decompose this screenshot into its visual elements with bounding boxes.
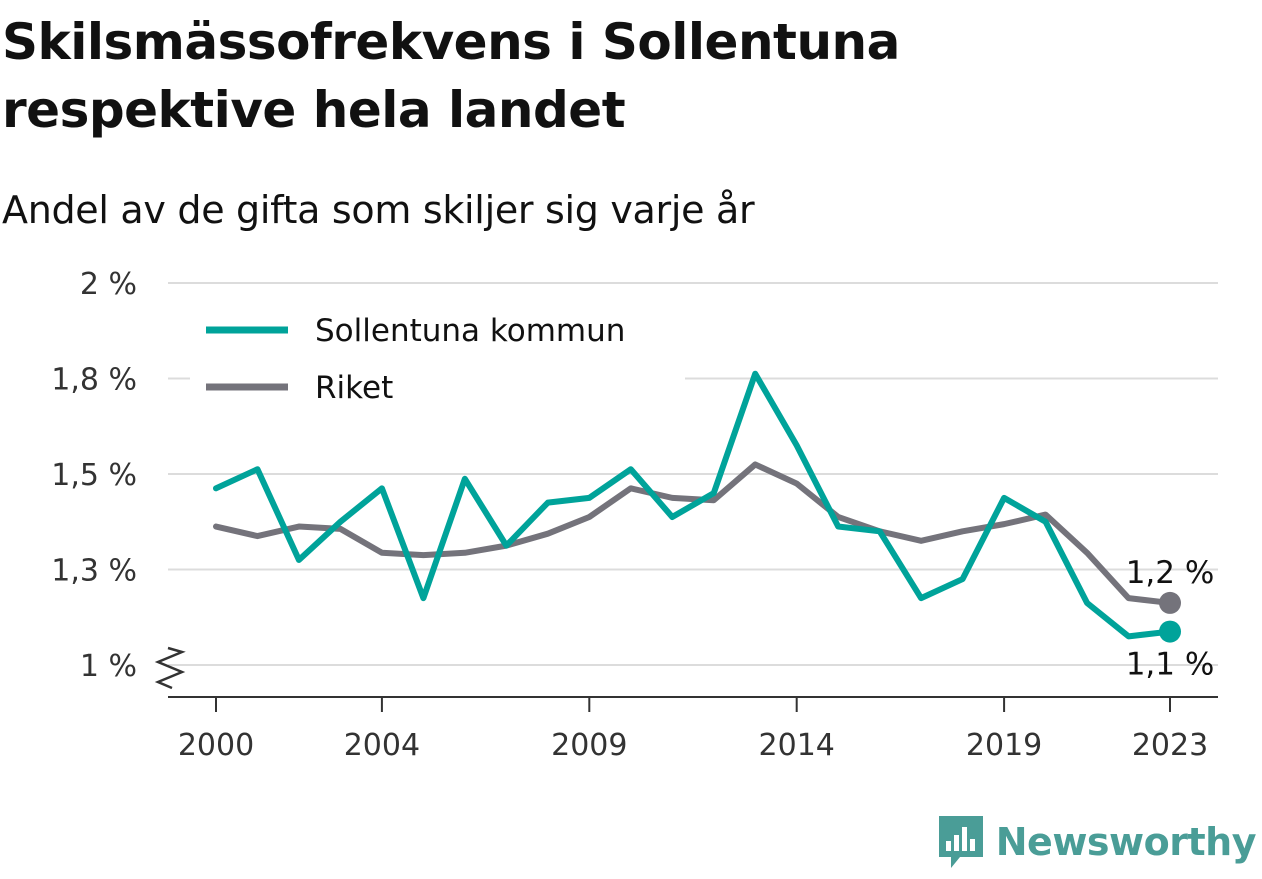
end-point-riket	[1159, 591, 1181, 614]
end-label-sollentuna: 1,1 %	[1126, 647, 1215, 683]
end-label-riket: 1,2 %	[1126, 555, 1215, 591]
newsworthy-icon	[938, 816, 983, 868]
y-tick-label: 1,8 %	[51, 363, 137, 398]
brand-logo: Newsworthy	[936, 813, 1257, 871]
title-line-1: Skilsmässofrekvens i Sollentuna	[2, 13, 900, 71]
y-tick-label: 1,5 %	[51, 458, 137, 493]
x-tick-label: 2023	[1132, 728, 1208, 763]
chart-subtitle: Andel av de gifta som skiljer sig varje …	[2, 188, 755, 232]
x-tick-label: 2014	[759, 728, 835, 763]
x-tick-label: 2019	[966, 728, 1042, 763]
title-line-2: respektive hela landet	[2, 81, 626, 139]
series-line-sollentuna	[213, 370, 1173, 640]
legend-label: Sollentuna kommun	[315, 313, 625, 349]
x-tick-label: 2000	[178, 728, 254, 763]
series-line-riket	[213, 461, 1173, 606]
brand-name: Newsworthy	[995, 820, 1257, 864]
y-tick-label: 1 %	[80, 649, 137, 684]
legend-label: Riket	[315, 370, 393, 406]
y-tick-label: 1,3 %	[51, 554, 137, 589]
chart-title: Skilsmässofrekvens i Sollentuna respekti…	[2, 8, 1202, 144]
end-point-sollentuna	[1159, 620, 1181, 643]
x-tick-label: 2009	[551, 728, 627, 763]
x-tick-label: 2004	[344, 728, 420, 763]
y-tick-label: 2 %	[80, 267, 137, 302]
axis-break-icon	[154, 646, 186, 690]
legend-box	[190, 300, 685, 418]
